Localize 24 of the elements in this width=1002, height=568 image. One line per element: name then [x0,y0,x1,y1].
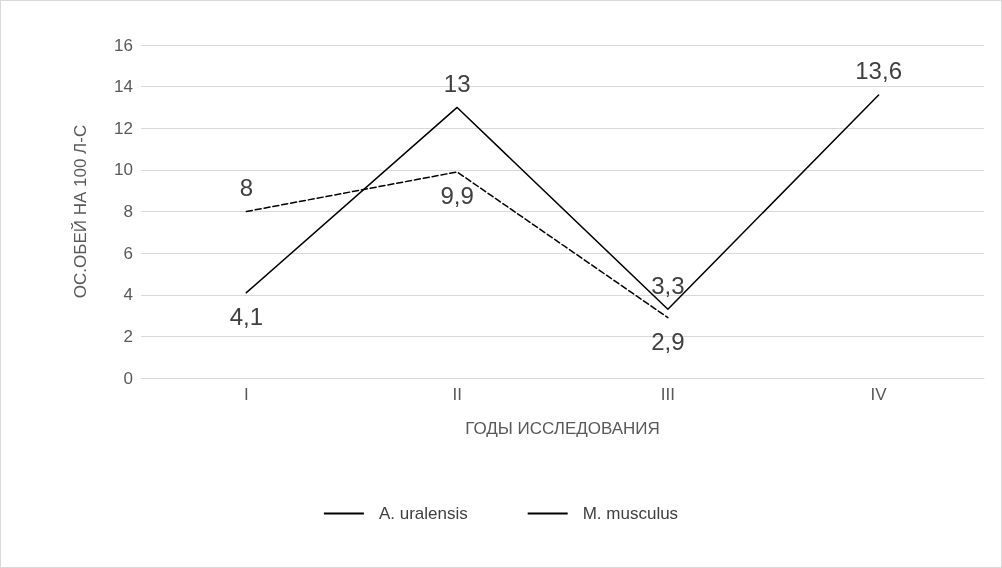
x-tick-label: II [452,385,462,404]
data-label: 9,9 [440,182,474,210]
y-tick-label: 16 [114,35,133,55]
data-label: 13,6 [855,57,902,85]
y-tick-label: 6 [123,243,133,263]
y-tick-label: 0 [123,368,133,388]
y-tick-label: 10 [114,160,133,180]
data-label: 3,3 [651,271,685,299]
y-tick-label: 14 [114,77,133,97]
data-label: 4,1 [229,303,264,331]
legend-label: M. musculus [582,504,679,523]
y-tick-label: 8 [123,202,133,221]
x-tick-label: I [244,385,249,404]
y-tick-label: 2 [123,326,133,346]
legend-label: A. uralensis [378,504,468,523]
x-tick-label: IV [870,385,888,404]
y-tick-label: 12 [114,118,133,138]
data-label: 2,9 [651,328,685,356]
x-tick-label: III [660,385,675,404]
x-axis-title: ГОДЫ ИССЛЕДОВАНИЯ [465,419,660,438]
y-axis-title: ОС.ОБЕЙ НА 100 Л-С [71,124,90,299]
data-label: 13 [443,69,471,97]
y-tick-label: 4 [123,285,133,305]
data-label: 8 [239,174,254,201]
